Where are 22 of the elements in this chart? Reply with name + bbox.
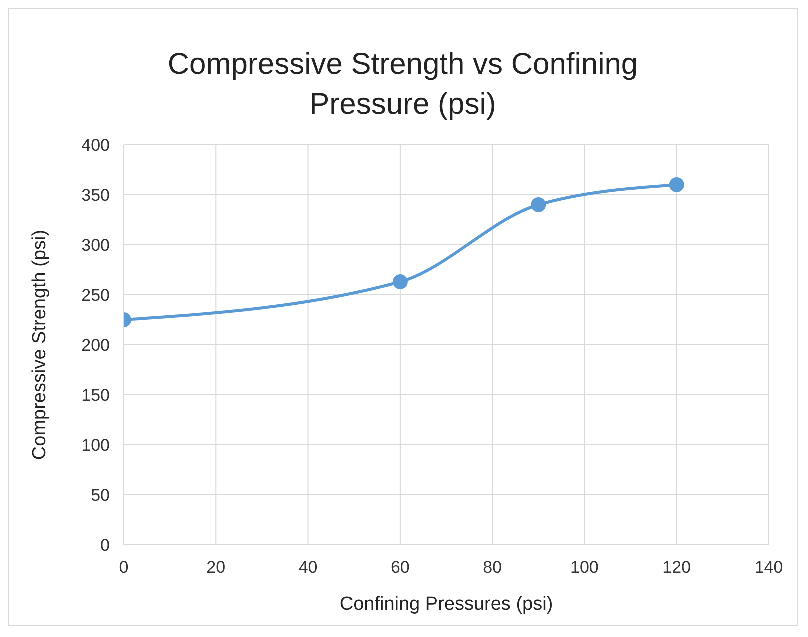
y-axis-title: Compressive Strength (psi) (30, 230, 51, 460)
y-tick-label: 300 (82, 236, 110, 256)
x-tick-label: 60 (390, 558, 410, 578)
y-tick-label: 250 (82, 286, 110, 306)
x-tick-label: 20 (206, 558, 226, 578)
y-tick-label: 200 (82, 336, 110, 356)
x-tick-label: 80 (483, 558, 502, 578)
point (669, 178, 684, 192)
y-tick-label: 350 (82, 186, 110, 206)
x-tick-label: 0 (119, 558, 129, 578)
x-tick-label: 140 (754, 558, 784, 578)
y-tick-label: 100 (82, 436, 110, 456)
x-tick-label: 100 (570, 558, 599, 578)
y-tick-label: 50 (91, 486, 110, 506)
y-tick-label: 400 (82, 136, 110, 156)
y-tick-label: 0 (100, 536, 110, 556)
x-tick-label: 40 (298, 558, 318, 578)
y-tick-label: 150 (82, 386, 110, 406)
x-tick-label: 120 (662, 558, 692, 578)
point (531, 198, 546, 212)
chart-title: Compressive Strength vs Confining Pressure (psi) (166, 47, 640, 123)
x-axis-title: Confining Pressures (psi) (340, 594, 554, 615)
